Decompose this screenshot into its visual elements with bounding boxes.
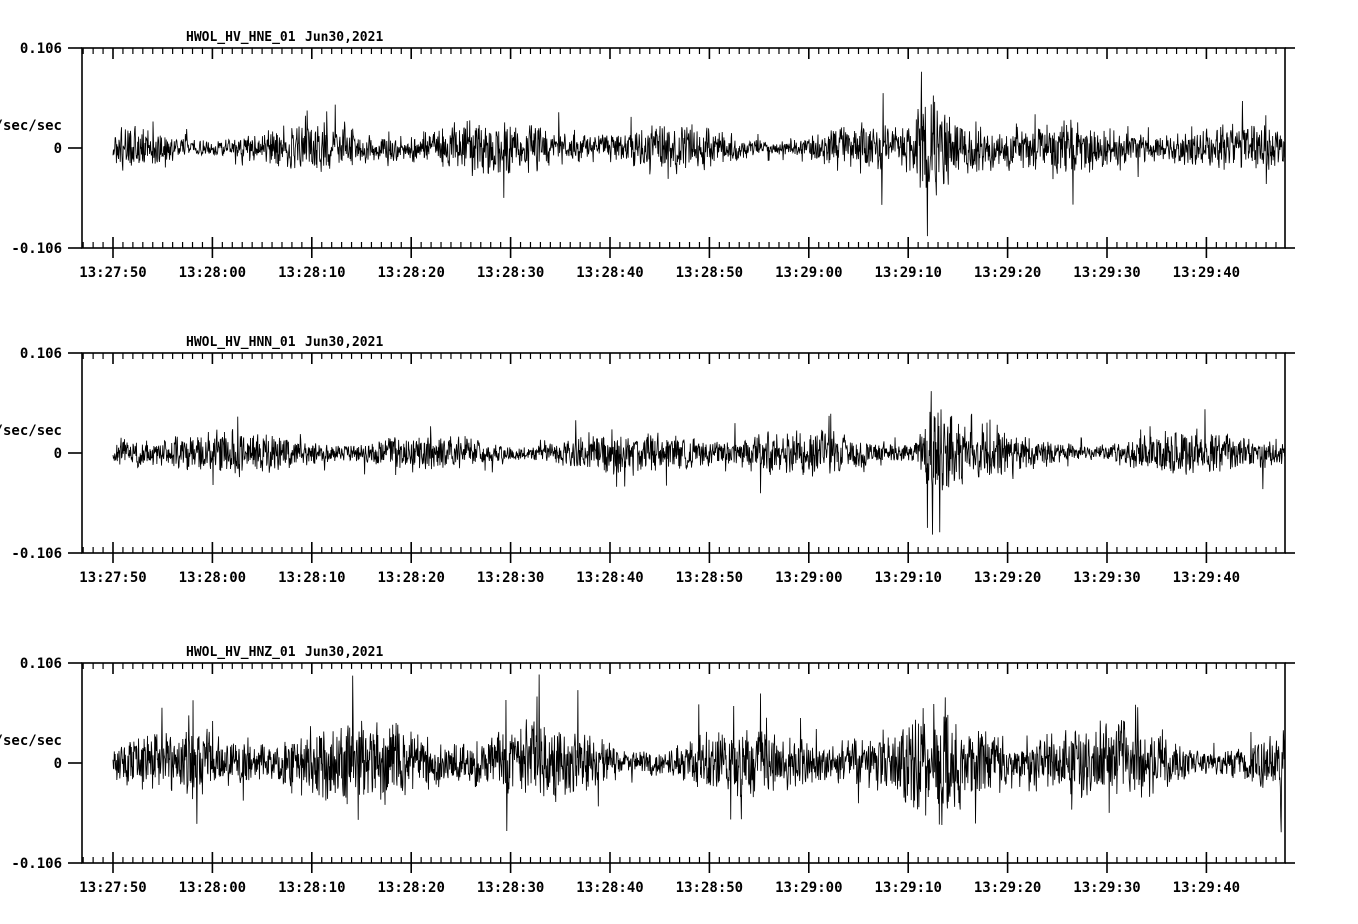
x-axis-tick-label: 13:28:00 [179, 880, 246, 896]
x-axis-tick-label: 13:29:40 [1173, 570, 1240, 586]
panel-hne-content: 0.106 0 -0.106 cm/sec/sec HWOL_HV_HNE_01 Jun3… [0, 30, 1295, 281]
y-axis-label-max: 0.106 [20, 346, 62, 362]
x-axis-tick-label: 13:28:10 [278, 570, 345, 586]
x-axis-tick-label: 13:29:20 [974, 880, 1041, 896]
panel-date: Jun30,2021 [305, 335, 383, 350]
x-axis-tick-label: 13:29:00 [775, 880, 842, 896]
x-axis-tick-label: 13:28:10 [278, 265, 345, 281]
x-axis-tick-label: 13:28:50 [676, 880, 743, 896]
panel-hnz-content: 0.106 0 -0.106 cm/sec/sec HWOL_HV_HNZ_01 Jun3… [0, 645, 1295, 896]
y-axis-unit-label: cm/sec/sec [0, 423, 62, 439]
y-axis-label-zero: 0 [54, 756, 62, 772]
x-axis-tick-label: 13:28:30 [477, 265, 544, 281]
x-axis-tick-label: 13:27:50 [79, 570, 146, 586]
seismogram-panel-hnn: 0.106 0 -0.106 cm/sec/sec HWOL_HV_HNN_01 Jun3… [0, 305, 1358, 595]
panel-title: HWOL_HV_HNZ_01 [186, 645, 296, 660]
x-axis-tick-label: 13:28:30 [477, 880, 544, 896]
x-axis-tick-label: 13:28:20 [377, 880, 444, 896]
panel-hnn-content: 0.106 0 -0.106 cm/sec/sec HWOL_HV_HNN_01 Jun3… [0, 335, 1295, 586]
x-axis-tick-label: 13:28:30 [477, 570, 544, 586]
panel-title: HWOL_HV_HNE_01 [186, 30, 296, 45]
x-axis-tick-label: 13:28:00 [179, 265, 246, 281]
x-axis-tick-label: 13:29:40 [1173, 265, 1240, 281]
waveform-trace [112, 674, 1286, 833]
x-axis-tick-label: 13:29:30 [1073, 265, 1140, 281]
x-axis-tick-label: 13:29:10 [874, 265, 941, 281]
panel-date: Jun30,2021 [305, 645, 383, 660]
x-axis-tick-label: 13:28:40 [576, 265, 643, 281]
y-axis-label-max: 0.106 [20, 41, 62, 57]
x-axis-tick-label: 13:28:40 [576, 880, 643, 896]
y-axis-label-zero: 0 [54, 141, 62, 157]
waveform-trace [112, 391, 1286, 535]
x-axis-tick-label: 13:29:10 [874, 880, 941, 896]
plot-frame [81, 352, 1286, 554]
y-axis-label-max: 0.106 [20, 656, 62, 672]
panel-date: Jun30,2021 [305, 30, 383, 45]
panel-plot-area-hnz: 0.106 0 -0.106 cm/sec/sec HWOL_HV_HNZ_01 Jun3… [0, 645, 1295, 896]
x-axis-tick-label: 13:29:00 [775, 570, 842, 586]
x-axis-tick-label: 13:29:40 [1173, 880, 1240, 896]
x-axis-tick-label: 13:28:20 [377, 570, 444, 586]
seismogram-panel-hne: 0.106 0 -0.106 cm/sec/sec HWOL_HV_HNE_01 Jun3… [0, 0, 1358, 290]
x-axis-tick-label: 13:28:50 [676, 570, 743, 586]
panel-plot-area-hne: 0.106 0 -0.106 cm/sec/sec HWOL_HV_HNE_01 Jun3… [0, 30, 1295, 281]
seismogram-panel-hnz: 0.106 0 -0.106 cm/sec/sec HWOL_HV_HNZ_01 Jun3… [0, 615, 1358, 905]
x-axis-tick-label: 13:28:40 [576, 570, 643, 586]
y-axis-label-min: -0.106 [11, 241, 62, 257]
x-axis-tick-label: 13:28:00 [179, 570, 246, 586]
y-axis-unit-label: cm/sec/sec [0, 118, 62, 134]
panel-title: HWOL_HV_HNN_01 [186, 335, 296, 350]
x-axis-tick-label: 13:27:50 [79, 880, 146, 896]
x-axis-tick-label: 13:28:20 [377, 265, 444, 281]
y-axis-label-min: -0.106 [11, 546, 62, 562]
panel-plot-area-hnn: 0.106 0 -0.106 cm/sec/sec HWOL_HV_HNN_01 Jun3… [0, 335, 1295, 586]
x-axis-tick-label: 13:29:20 [974, 570, 1041, 586]
x-axis-tick-label: 13:29:30 [1073, 570, 1140, 586]
x-axis-tick-label: 13:29:00 [775, 265, 842, 281]
x-axis-tick-label: 13:27:50 [79, 265, 146, 281]
x-axis-tick-label: 13:29:30 [1073, 880, 1140, 896]
x-axis-tick-label: 13:28:50 [676, 265, 743, 281]
x-axis-tick-label: 13:29:20 [974, 265, 1041, 281]
x-axis-tick-label: 13:28:10 [278, 880, 345, 896]
y-axis-label-min: -0.106 [11, 856, 62, 872]
y-axis-unit-label: cm/sec/sec [0, 733, 62, 749]
x-axis-tick-label: 13:29:10 [874, 570, 941, 586]
waveform-trace [112, 71, 1286, 237]
y-axis-label-zero: 0 [54, 446, 62, 462]
